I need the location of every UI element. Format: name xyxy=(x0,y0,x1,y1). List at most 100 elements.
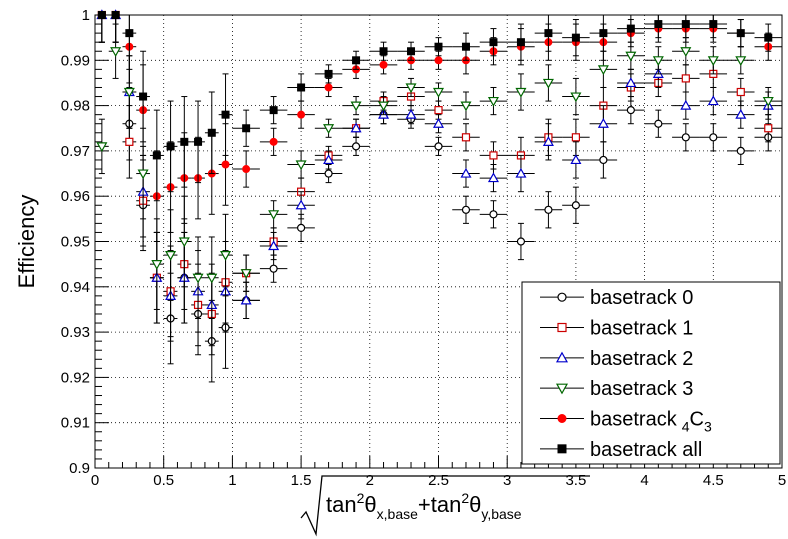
y-tick-label: 0.93 xyxy=(61,324,90,341)
marker xyxy=(680,99,692,110)
data-point xyxy=(479,141,508,170)
data-point xyxy=(644,46,673,75)
x-tick-label: 4 xyxy=(640,472,648,489)
marker xyxy=(350,122,362,133)
legend: basetrack 0 basetrack 1 basetrack 2 basetra… xyxy=(521,281,781,465)
data-point xyxy=(562,141,590,179)
marker xyxy=(460,167,472,178)
data-point xyxy=(232,109,260,147)
x-tick-label: 0.5 xyxy=(153,472,174,489)
data-point xyxy=(397,105,425,125)
marker xyxy=(709,20,718,29)
data-point xyxy=(122,14,137,70)
legend-label: basetrack 4C3 xyxy=(590,409,712,435)
marker xyxy=(557,414,567,423)
marker xyxy=(137,169,149,180)
data-point xyxy=(699,46,728,75)
marker xyxy=(407,47,416,56)
marker xyxy=(432,117,445,128)
marker xyxy=(434,42,443,51)
data-point xyxy=(342,50,370,70)
marker xyxy=(297,83,306,92)
data-point xyxy=(314,77,343,98)
x-axis-title: tan2θx,base+tan2θy,base xyxy=(300,475,590,537)
y-axis-title: Efficiency xyxy=(14,195,39,289)
marker xyxy=(242,165,251,174)
marker xyxy=(269,106,278,115)
marker xyxy=(571,133,581,142)
data-point xyxy=(754,114,782,143)
data-point xyxy=(452,91,480,120)
data-point xyxy=(314,64,343,84)
data-point xyxy=(342,118,370,138)
data-point xyxy=(397,41,425,61)
data-point xyxy=(479,28,508,57)
marker xyxy=(297,110,306,119)
marker xyxy=(221,110,230,119)
x-tick-label: 2.5 xyxy=(428,472,449,489)
marker xyxy=(516,38,525,47)
marker xyxy=(489,210,498,219)
marker xyxy=(324,69,333,78)
marker xyxy=(599,155,608,165)
marker xyxy=(240,269,252,279)
legend-entry: basetrack 2 xyxy=(540,348,693,370)
marker xyxy=(680,47,692,57)
data-point xyxy=(754,23,782,52)
data-point xyxy=(507,73,535,111)
marker xyxy=(489,151,498,160)
marker xyxy=(735,56,747,67)
data-point xyxy=(479,86,508,116)
y-tick-label: 0.95 xyxy=(61,234,90,251)
y-axis-ticks: 0.9 0.91 0.92 0.93 0.94 0.95 0.96 0.97 0.98 0.99 1 xyxy=(61,7,109,477)
data-point xyxy=(204,91,219,175)
legend-label: basetrack all xyxy=(590,439,702,461)
data-point xyxy=(644,14,673,39)
marker xyxy=(268,210,280,221)
marker xyxy=(166,142,175,151)
legend-entry: basetrack 3 xyxy=(540,378,693,400)
marker xyxy=(681,74,690,83)
marker xyxy=(96,142,108,153)
marker xyxy=(764,33,773,42)
marker xyxy=(352,56,361,65)
marker xyxy=(555,383,569,395)
data-point xyxy=(534,14,563,52)
marker xyxy=(207,128,216,137)
data-point xyxy=(534,64,563,102)
data-point xyxy=(218,73,233,156)
data-point xyxy=(727,100,755,129)
x-tick-label: 1 xyxy=(228,472,236,489)
data-point xyxy=(342,96,370,116)
legend-entry: basetrack 1 xyxy=(540,318,693,340)
marker xyxy=(570,92,582,103)
data-point xyxy=(562,77,590,116)
legend-label: basetrack 1 xyxy=(590,318,693,340)
data-point xyxy=(644,109,673,138)
marker xyxy=(123,87,135,98)
data-point xyxy=(424,82,453,102)
data-point xyxy=(672,14,700,39)
y-tick-label: 0.91 xyxy=(61,415,90,432)
data-point xyxy=(727,19,755,48)
marker xyxy=(736,146,745,155)
data-point xyxy=(177,96,192,188)
marker xyxy=(515,87,527,98)
data-point xyxy=(163,100,178,193)
data-point xyxy=(232,254,260,292)
marker xyxy=(269,264,278,273)
x-tick-label: 0 xyxy=(91,472,99,489)
data-point xyxy=(452,195,480,224)
data-point xyxy=(589,141,618,179)
data-point xyxy=(699,14,728,39)
data-point xyxy=(617,14,645,43)
y-tick-label: 0.94 xyxy=(61,279,90,296)
legend-label: basetrack 2 xyxy=(590,348,693,370)
marker xyxy=(626,106,635,115)
legend-entry: basetrack 4C3 xyxy=(540,409,712,435)
marker xyxy=(516,237,526,246)
marker xyxy=(570,154,582,165)
marker xyxy=(555,351,569,363)
data-point xyxy=(672,91,700,120)
